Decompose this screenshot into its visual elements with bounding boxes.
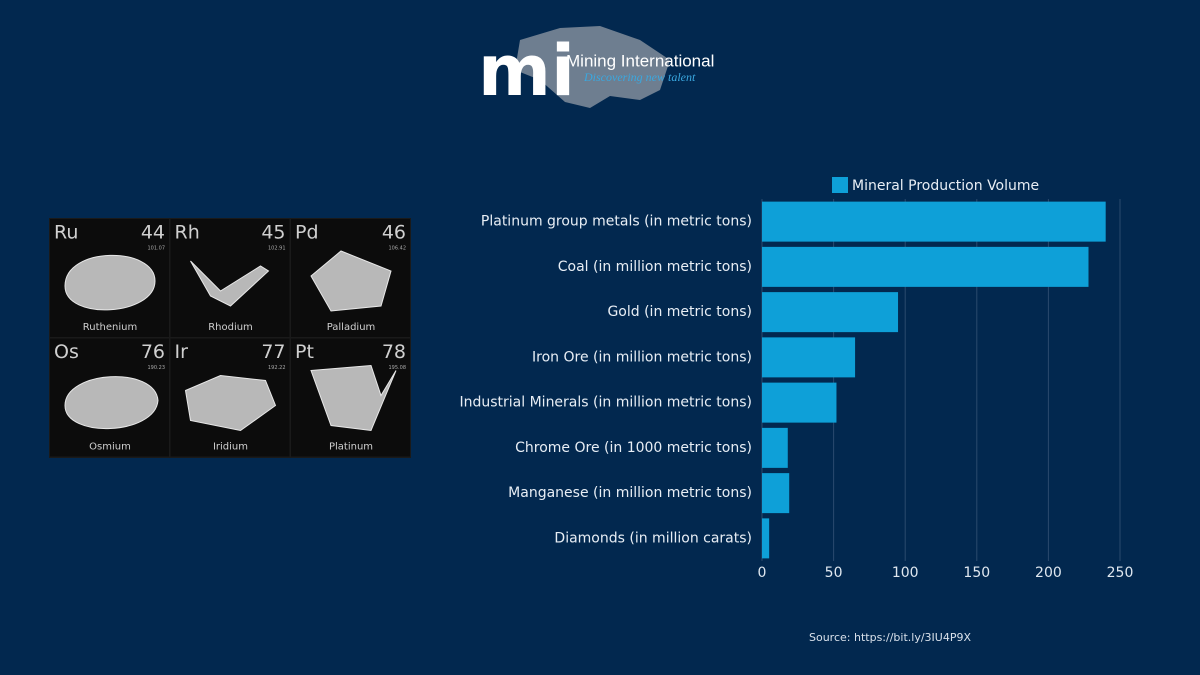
element-number: 77 (261, 341, 285, 363)
x-tick-label: 150 (963, 565, 990, 581)
element-image (64, 254, 156, 311)
bar (762, 201, 1106, 242)
element-image (310, 364, 397, 432)
element-number: 46 (382, 222, 406, 244)
element-symbol: Pt (295, 341, 314, 363)
bar (762, 246, 1089, 287)
y-tick-label: Industrial Minerals (in million metric t… (459, 395, 752, 411)
element-mass: 102.91 (268, 246, 286, 252)
x-tick-label: 200 (1035, 565, 1062, 581)
x-tick-label: 50 (825, 565, 843, 581)
element-mass: 101.07 (148, 246, 166, 252)
element-mass: 195.08 (389, 365, 407, 371)
bar (762, 427, 788, 468)
element-mass: 106.42 (389, 246, 407, 252)
bar (762, 382, 837, 423)
element-image (184, 374, 277, 432)
legend-swatch (832, 177, 848, 193)
y-tick-label: Coal (in million metric tons) (558, 259, 752, 275)
y-tick-label: Manganese (in million metric tons) (508, 485, 752, 501)
element-number: 76 (141, 341, 165, 363)
y-tick-label: Iron Ore (in million metric tons) (532, 349, 752, 365)
source: Source: https://bit.ly/3IU4P9X (809, 631, 971, 644)
element-number: 44 (141, 222, 165, 244)
element-number: 78 (382, 341, 406, 363)
element-tile (170, 219, 290, 337)
legend-label: Mineral Production Volume (852, 178, 1039, 194)
element-image (310, 250, 392, 312)
periodic-table: Ru 44 101.07 Ruthenium Rh 45 102.91 Rhodium Pd 46… (49, 218, 411, 458)
element-name: Palladium (327, 322, 376, 333)
y-tick-label: Platinum group metals (in metric tons) (481, 214, 752, 230)
element-symbol: Os (54, 341, 79, 363)
logo-name: Mining International (566, 51, 714, 70)
element-symbol: Ir (175, 341, 189, 363)
chart: 0 50 100 150 200 250 Platinum group metals (in… (459, 177, 1133, 644)
y-tick-label: Gold (in metric tons) (607, 304, 752, 320)
bar (762, 518, 770, 559)
element-name: Osmium (89, 442, 131, 453)
bar (762, 473, 790, 514)
logo-map (515, 26, 670, 108)
element-name: Platinum (329, 442, 373, 453)
element-name: Iridium (213, 442, 248, 453)
x-tick-label: 250 (1107, 565, 1134, 581)
y-tick-label: Diamonds (in million carats) (554, 530, 752, 546)
logo: mi Mining International Discovering new … (478, 26, 714, 112)
logo-mark: mi (478, 30, 575, 112)
element-name: Ruthenium (83, 322, 137, 333)
element-number: 45 (261, 222, 285, 244)
element-symbol: Rh (175, 222, 200, 244)
x-tick-label: 100 (892, 565, 919, 581)
logo-tagline: Discovering new talent (583, 70, 696, 84)
element-image (64, 376, 159, 430)
y-tick-label: Chrome Ore (in 1000 metric tons) (515, 440, 752, 456)
x-tick-label: 0 (758, 565, 767, 581)
bar (762, 337, 856, 378)
element-mass: 192.22 (268, 365, 286, 371)
element-image (190, 260, 270, 307)
element-symbol: Ru (54, 222, 78, 244)
bar (762, 292, 899, 333)
element-name: Rhodium (208, 322, 253, 333)
element-mass: 190.23 (148, 365, 166, 371)
element-symbol: Pd (295, 222, 319, 244)
